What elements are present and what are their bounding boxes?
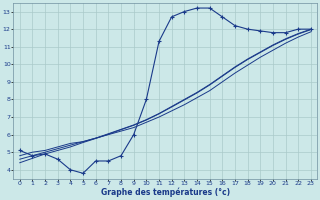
X-axis label: Graphe des températures (°c): Graphe des températures (°c) (101, 188, 230, 197)
